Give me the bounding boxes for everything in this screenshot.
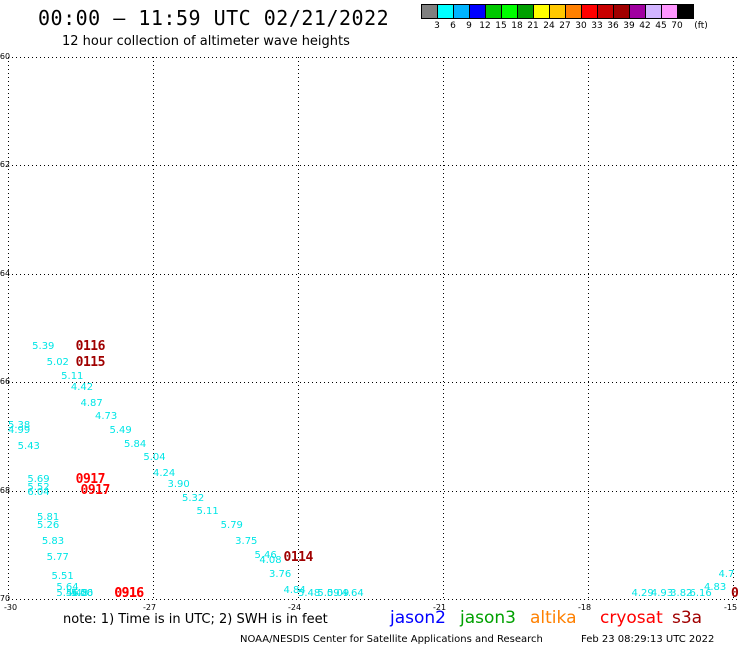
legend-tick-label: 3 <box>434 21 440 31</box>
swh-value: 5.48 <box>298 588 321 599</box>
swh-value: 4.48 <box>66 588 89 599</box>
pass-time-label: 0116 <box>75 338 106 354</box>
swh-value: 4.99 <box>8 424 31 436</box>
legend-altika: altika <box>530 608 577 628</box>
swh-value: 5.64 <box>56 582 79 594</box>
page-title: 00:00 – 11:59 UTC 02/21/2022 <box>38 6 390 30</box>
legend-s3a: s3a <box>672 608 703 628</box>
legend-tick-label: 18 <box>511 21 523 31</box>
legend-tick-label: 15 <box>495 21 507 31</box>
legend-tick-label: 24 <box>543 21 555 31</box>
swh-value: 3.76 <box>269 568 292 580</box>
legend-jason3: jason3 <box>460 608 516 628</box>
swh-value: 5.46 <box>254 549 277 561</box>
latitude-label: -60 <box>0 52 11 61</box>
swh-value: 4.42 <box>70 381 94 393</box>
legend-cryosat: cryosat <box>600 608 663 628</box>
swh-value: 5.04 <box>143 452 166 464</box>
pass-time-label: 0 <box>731 586 739 601</box>
latitude-label: -62 <box>0 160 11 170</box>
swh-value: 3.75 <box>235 536 258 548</box>
longitude-label: -18 <box>578 603 592 612</box>
swh-value: 4.73 <box>95 411 118 423</box>
legend-tick-label: 36 <box>607 21 619 31</box>
swh-value: 3.82 <box>670 588 693 599</box>
swh-value: 5.11 <box>196 506 219 518</box>
legend-tick-label: 27 <box>559 21 571 31</box>
longitude-label: -15 <box>724 603 738 612</box>
pass-time-label: 0916 <box>114 586 144 601</box>
swh-value: 5.43 <box>17 441 40 453</box>
swh-value: 5.83 <box>41 536 65 548</box>
swh-value: 5.77 <box>46 552 69 564</box>
legend-tick-label: 39 <box>623 21 635 31</box>
swh-value: 4.29 <box>631 588 654 599</box>
swh-value: 5.02 <box>46 357 69 369</box>
swh-value: 5.79 <box>220 519 243 531</box>
swh-value: 4.64 <box>341 588 364 599</box>
swh-value: 5.26 <box>37 519 60 531</box>
color-legend <box>421 4 694 19</box>
swh-value: 4.7 <box>718 568 735 580</box>
longitude-label: -27 <box>143 603 157 612</box>
legend-tick-label: 9 <box>466 21 472 31</box>
swh-value: 4.84 <box>283 584 306 596</box>
swh-value: 5.84 <box>124 438 147 450</box>
swh-value: 5.51 <box>51 571 74 583</box>
longitude-label: -21 <box>433 603 447 612</box>
swh-value: 4.93 <box>650 588 674 599</box>
swh-value: 6.04 <box>27 487 50 499</box>
pass-time-label: 0917 <box>80 482 111 498</box>
footnote: note: 1) Time is in UTC; 2) SWH is in fe… <box>63 612 328 627</box>
swh-value: 6.16 <box>689 588 712 599</box>
legend-tick-label: 12 <box>479 21 491 31</box>
color-legend-labels: 3 6 9 12 15 18 21 24 27 30 33 36 39 42 45 70 (ft) <box>421 21 740 33</box>
swh-value: 5.81 <box>37 511 60 523</box>
generated-timestamp: Feb 23 08:29:13 UTC 2022 <box>581 634 715 645</box>
swh-value: 5.56 <box>56 588 79 599</box>
latitude-label: -64 <box>0 268 11 278</box>
swh-value: 5.38 <box>8 419 31 431</box>
legend-tick-label: 21 <box>527 21 539 31</box>
pass-time-label: 0115 <box>75 355 106 371</box>
swh-value: 5.09 <box>327 588 350 599</box>
swh-value: 4.87 <box>80 397 103 409</box>
pass-time-label: 0917 <box>75 471 106 487</box>
legend-tick-label: 70 <box>671 21 683 31</box>
swh-value: 5.49 <box>109 424 132 436</box>
credit-text: NOAA/NESDIS Center for Satellite Applica… <box>240 634 543 645</box>
pass-time-label: 0916 <box>114 586 144 601</box>
longitude-label: -30 <box>4 603 18 612</box>
swh-value: 5.52 <box>27 481 50 493</box>
latitude-label: -70 <box>0 594 11 603</box>
legend-jason2: jason2 <box>390 608 446 628</box>
pass-time-label: 0114 <box>283 550 314 566</box>
legend-swatch <box>677 4 694 19</box>
swh-value: 5.32 <box>182 492 205 504</box>
swh-value: 3.90 <box>167 479 190 491</box>
swh-value: 4.08 <box>259 555 282 567</box>
legend-tick-label: 30 <box>575 21 587 31</box>
page-subtitle: 12 hour collection of altimeter wave hei… <box>62 34 350 49</box>
latitude-label: -68 <box>0 485 11 495</box>
swh-value: 4.24 <box>153 468 176 480</box>
swh-value: 5.39 <box>32 340 55 352</box>
swh-value: 5.69 <box>27 473 50 485</box>
swh-value: 5.00 <box>70 588 94 599</box>
longitude-label: -24 <box>288 603 302 612</box>
legend-tick-label: 45 <box>655 21 667 31</box>
legend-tick-label: 33 <box>591 21 603 31</box>
legend-tick-label: 42 <box>639 21 651 31</box>
swh-value: 4.56 <box>70 588 94 599</box>
legend-tick-label: 6 <box>450 21 456 31</box>
swh-value: 5.11 <box>61 370 84 382</box>
swh-value: 4.83 <box>704 582 727 594</box>
latitude-label: -66 <box>0 377 11 387</box>
swh-value: 5.09 <box>317 588 340 599</box>
legend-tick-label: (ft) <box>694 21 708 31</box>
